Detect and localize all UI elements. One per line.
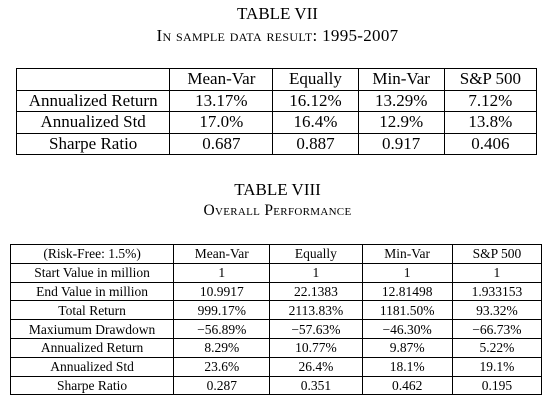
table-row: Start Value in million 1 1 1 1	[9, 262, 543, 283]
table-row: Annualized Std 17.0% 16.4% 12.9% 13.8%	[15, 111, 538, 134]
table-cell: 13.29%	[357, 89, 445, 112]
table7-header-cell: Mean-Var	[169, 68, 274, 91]
table7-header-cell: Min-Var	[357, 68, 445, 91]
table-cell: 1	[269, 262, 363, 283]
table-cell: 12.9%	[357, 111, 445, 134]
table-cell: 17.0%	[169, 111, 274, 134]
table-cell: 26.4%	[269, 356, 363, 377]
table7-header-row: Mean-Var Equally Min-Var S&P 500	[15, 68, 538, 91]
table-cell: 1	[173, 262, 271, 283]
table7-header-cell	[15, 68, 171, 91]
table8-subtitle: Overall Performance	[203, 202, 352, 219]
table-cell: 16.4%	[272, 111, 359, 134]
table-row: Sharpe Ratio 0.687 0.887 0.917 0.406	[15, 132, 538, 155]
table-cell: −56.89%	[173, 319, 271, 339]
table8-header-cell: (Risk-Free: 1.5%)	[9, 244, 175, 264]
table-cell: 23.6%	[173, 356, 271, 377]
table8-header-cell: Mean-Var	[173, 244, 271, 264]
table8-header-cell: S&P 500	[451, 244, 543, 264]
table-cell: 1	[451, 262, 543, 283]
table7-header-cell: Equally	[272, 68, 359, 91]
table8-header-cell: Equally	[269, 244, 363, 264]
table-cell: 10.9917	[173, 281, 271, 302]
table-cell: 16.12%	[272, 89, 359, 112]
table-cell: 0.687	[169, 132, 274, 155]
table-row: Annualized Return 8.29% 10.77% 9.87% 5.2…	[9, 337, 543, 358]
table8-title: TABLE VIII	[234, 180, 321, 199]
table-cell: 7.12%	[443, 89, 538, 112]
table8-header-row: (Risk-Free: 1.5%) Mean-Var Equally Min-V…	[9, 244, 543, 264]
table-cell: −66.73%	[451, 319, 543, 339]
table-cell: −46.30%	[361, 319, 453, 339]
table-cell: 0.887	[272, 132, 359, 155]
row-label: Total Return	[9, 300, 175, 321]
table-cell: 0.406	[443, 132, 538, 155]
row-label: Sharpe Ratio	[15, 132, 171, 155]
row-label: Annualized Return	[9, 337, 175, 358]
table-cell: 12.81498	[361, 281, 453, 302]
table-cell: 18.1%	[361, 356, 453, 377]
table-row: Annualized Std 23.6% 26.4% 18.1% 19.1%	[9, 356, 543, 377]
table-cell: 13.8%	[443, 111, 538, 134]
table-cell: 1.933153	[451, 281, 543, 302]
table-cell: 0.287	[173, 375, 271, 396]
table-cell: 5.22%	[451, 337, 543, 358]
table-cell: 10.77%	[269, 337, 363, 358]
table7-title: TABLE VII	[237, 4, 318, 23]
table-row: Annualized Return 13.17% 16.12% 13.29% 7…	[15, 89, 538, 112]
row-label: Maxiumum Drawdown	[9, 319, 175, 339]
table-cell: 9.87%	[361, 337, 453, 358]
table-cell: −57.63%	[269, 319, 363, 339]
table7: Mean-Var Equally Min-Var S&P 500 Annuali…	[15, 68, 538, 155]
table-row: Maxiumum Drawdown −56.89% −57.63% −46.30…	[9, 319, 543, 339]
table-cell: 8.29%	[173, 337, 271, 358]
row-label: End Value in million	[9, 281, 175, 302]
table-cell: 999.17%	[173, 300, 271, 321]
table-row: Total Return 999.17% 2113.83% 1181.50% 9…	[9, 300, 543, 321]
table-cell: 22.1383	[269, 281, 363, 302]
row-label: Start Value in million	[9, 262, 175, 283]
row-label: Annualized Return	[15, 89, 171, 112]
table-cell: 93.32%	[451, 300, 543, 321]
table-cell: 1	[361, 262, 453, 283]
table7-header-cell: S&P 500	[443, 68, 538, 91]
table-cell: 2113.83%	[269, 300, 363, 321]
row-label: Annualized Std	[9, 356, 175, 377]
table-cell: 0.351	[269, 375, 363, 396]
table-cell: 0.195	[451, 375, 543, 396]
row-label: Sharpe Ratio	[9, 375, 175, 396]
table8-header-cell: Min-Var	[361, 244, 453, 264]
table8: (Risk-Free: 1.5%) Mean-Var Equally Min-V…	[9, 244, 543, 396]
table7-subtitle: In sample data result: 1995-2007	[156, 26, 399, 45]
table-cell: 1181.50%	[361, 300, 453, 321]
table-cell: 0.462	[361, 375, 453, 396]
table-cell: 19.1%	[451, 356, 543, 377]
table-row: Sharpe Ratio 0.287 0.351 0.462 0.195	[9, 375, 543, 396]
table-row: End Value in million 10.9917 22.1383 12.…	[9, 281, 543, 302]
row-label: Annualized Std	[15, 111, 171, 134]
table-cell: 0.917	[357, 132, 445, 155]
table-cell: 13.17%	[169, 89, 274, 112]
